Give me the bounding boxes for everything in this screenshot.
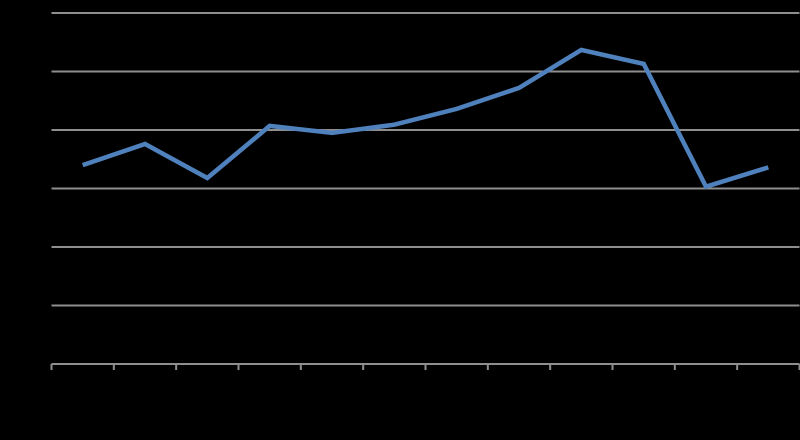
- data-series: [81, 47, 769, 190]
- data-series-line: [81, 47, 769, 190]
- gridlines: [51, 12, 800, 307]
